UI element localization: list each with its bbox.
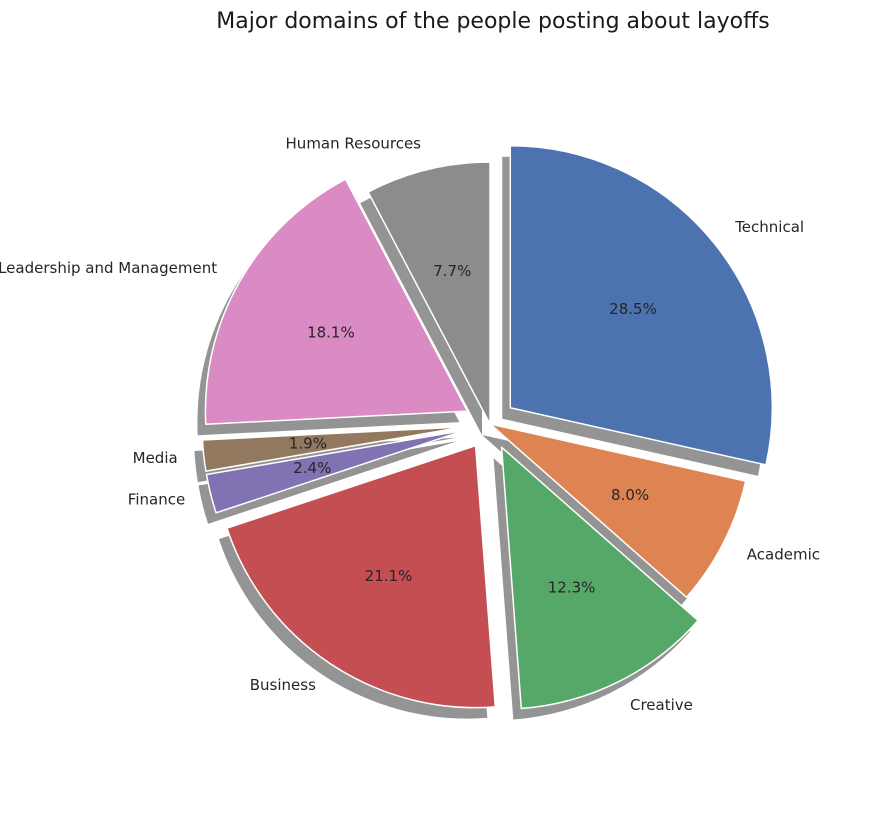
slice-pct-finance: 2.4% (293, 459, 331, 477)
slice-pct-technical: 28.5% (609, 300, 657, 318)
slice-label-technical: Technical (734, 218, 804, 236)
slice-pct-media: 1.9% (289, 435, 327, 453)
slice-pct-academic: 8.0% (611, 486, 649, 504)
slice-pct-business: 21.1% (365, 567, 413, 585)
slice-human-resources (367, 161, 491, 425)
slice-creative (500, 446, 699, 710)
slice-label-media: Media (133, 449, 178, 467)
slice-label-finance: Finance (128, 491, 185, 509)
slice-label-academic: Academic (747, 545, 820, 563)
slice-media (201, 426, 465, 472)
slice-label-business: Business (250, 676, 316, 694)
slice-label-creative: Creative (630, 696, 693, 714)
slice-pct-leadership-and-management: 18.1% (307, 324, 355, 342)
slice-academic (489, 423, 747, 599)
slice-technical (509, 144, 774, 466)
slice-label-human-resources: Human Resources (286, 135, 422, 153)
slice-leadership-and-management (204, 178, 469, 426)
chart-title: Major domains of the people posting abou… (216, 9, 769, 34)
slice-finance (205, 429, 466, 514)
slice-pct-creative: 12.3% (548, 579, 596, 597)
slices (201, 144, 774, 710)
slice-shadow-finance (198, 441, 457, 524)
slice-business (226, 444, 497, 709)
slice-label-leadership-and-management: Leadership and Management (0, 259, 217, 277)
slice-labels: Technical 28.5% Academic 8.0% Creative 12.3% B… (0, 135, 820, 714)
slice-pct-human-resources: 7.7% (433, 262, 471, 280)
